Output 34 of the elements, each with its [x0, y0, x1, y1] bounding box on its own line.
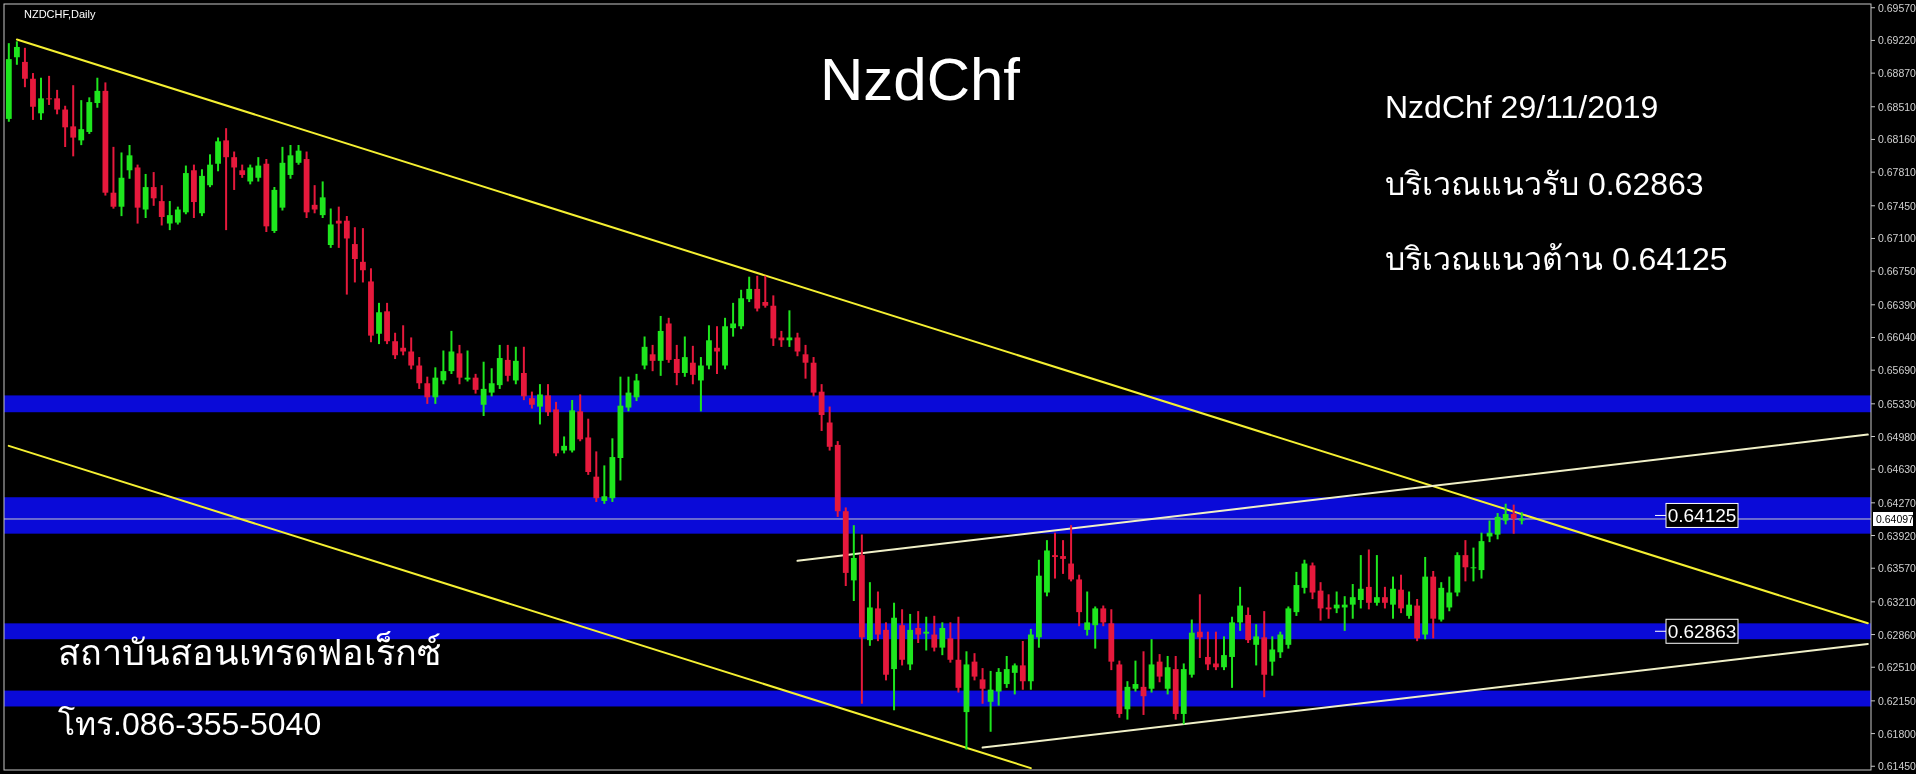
y-tick-label: 0.69570 — [1878, 1, 1916, 14]
y-tick-label: 0.64270 — [1878, 496, 1916, 509]
y-tick-label: 0.67100 — [1878, 232, 1916, 245]
y-tick-label: 0.66750 — [1878, 265, 1916, 278]
y-tick-label: 0.66390 — [1878, 298, 1916, 311]
y-tick-label: 0.62860 — [1878, 628, 1916, 641]
annotation: บริเวณแนวต้าน 0.64125 — [1385, 241, 1728, 277]
y-tick-label: 0.67450 — [1878, 199, 1916, 212]
y-tick-label: 0.64630 — [1878, 463, 1916, 476]
annotation: บริเวณแนวรับ 0.62863 — [1385, 166, 1704, 202]
y-tick-label: 0.61450 — [1878, 760, 1916, 773]
y-tick-label: 0.63920 — [1878, 529, 1916, 542]
annotation: สถาบันสอนเทรดฟอเร็กซ์ — [58, 630, 441, 673]
y-tick-label: 0.64980 — [1878, 430, 1916, 443]
y-tick-label: 0.68870 — [1878, 67, 1916, 80]
y-tick-label: 0.61800 — [1878, 727, 1916, 740]
y-tick-label: 0.65690 — [1878, 364, 1916, 377]
y-tick-label: 0.69220 — [1878, 34, 1916, 47]
annotation: NZDCHF,Daily — [24, 8, 96, 20]
y-tick-label: 0.65330 — [1878, 397, 1916, 410]
band-label: 0.62863 — [1667, 621, 1737, 643]
y-tick-label: 0.62510 — [1878, 661, 1916, 674]
y-tick-label: 0.67810 — [1878, 166, 1916, 179]
y-tick-label: 0.63570 — [1878, 562, 1916, 575]
y-tick-label: 0.62150 — [1878, 694, 1916, 707]
text: NzdChf — [819, 46, 1021, 113]
y-tick-label: 0.66040 — [1878, 331, 1916, 344]
y-tick-label: 0.68160 — [1878, 133, 1916, 146]
band-label: 0.64125 — [1667, 505, 1737, 527]
y-tick-label: 0.68510 — [1878, 100, 1916, 113]
ref-line-label: 0.64097 — [1876, 512, 1915, 525]
y-tick-label: 0.63210 — [1878, 595, 1916, 608]
annotation: โทร.086-355-5040 — [58, 706, 322, 742]
annotation: NzdChf 29/11/2019 — [1385, 89, 1659, 125]
